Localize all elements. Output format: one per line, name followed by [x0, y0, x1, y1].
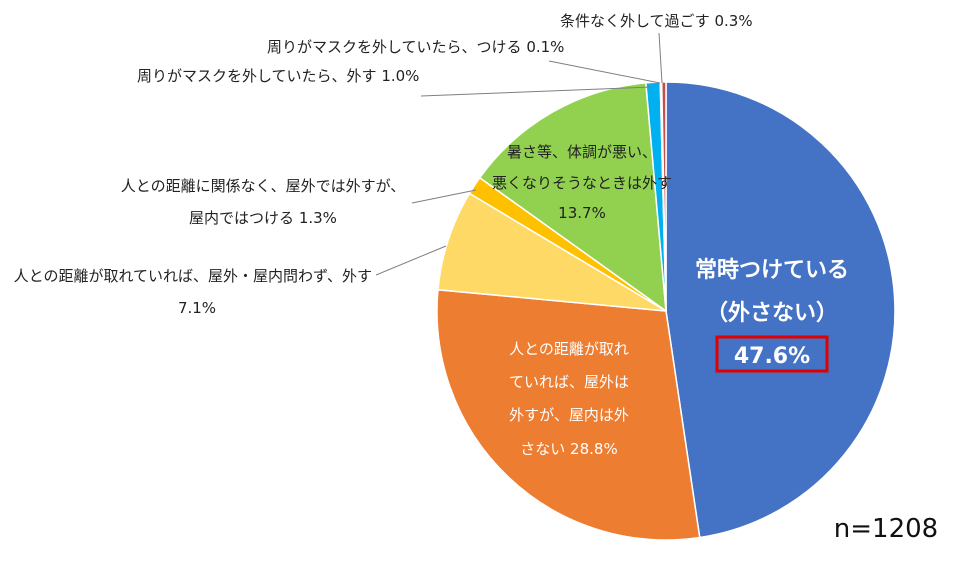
label-always-line-1: 常時つけている [695, 257, 849, 283]
label-others_wear-line-1: 周りがマスクを外していたら、つける 0.1% [267, 38, 564, 56]
label-distance_both-value: 7.1% [178, 299, 216, 317]
leader-others_remove [420, 86, 653, 97]
label-always-line-2: （外さない） [706, 300, 838, 326]
highlight-box [715, 335, 829, 373]
pie-slice-distance_outdoor_only [436, 288, 701, 541]
pie-slice-always [665, 81, 896, 539]
pie-slices [436, 81, 896, 541]
sample-size-note: n=1208 [834, 514, 938, 544]
label-distance_outdoor_only-line-2: ていれば、屋外は [509, 373, 629, 391]
label-others_remove-line-1: 周りがマスクを外していたら、外す 1.0% [137, 67, 419, 85]
leader-outdoor_regardless [411, 189, 477, 204]
label-distance_both-line-1: 人との距離が取れていれば、屋外・屋内問わず、外す [14, 267, 372, 285]
label-heat_health-line-1: 暑さ等、体調が悪い、 [507, 143, 657, 161]
label-heat_health-value: 13.7% [558, 204, 606, 222]
label-always-value: 47.6% [734, 344, 810, 369]
label-distance_outdoor_only-line-3: 外すが、屋内は外 [509, 406, 629, 424]
leader-unconditional [658, 32, 663, 84]
label-distance_outdoor_only-line-1: 人との距離が取れ [509, 340, 629, 358]
label-outdoor_regardless-line-2: 屋内ではつける 1.3% [189, 209, 337, 227]
slice-labels: 常時つけている （外さない） 47.6% 人との距離が取れていれば、屋外は外すが、屋内… [14, 12, 849, 458]
leader-others_wear [548, 60, 661, 84]
label-unconditional-line-1: 条件なく外して過ごす 0.3% [560, 12, 753, 30]
label-outdoor_regardless-line-1: 人との距離に関係なく、屋外では外すが、 [121, 177, 406, 195]
leader-distance_both [375, 245, 447, 276]
leader-lines [375, 32, 663, 276]
pie-slice-heat_health [478, 82, 667, 313]
label-heat_health-line-2: 悪くなりそうなときは外す [492, 174, 672, 192]
pie-slice-distance_both [437, 192, 667, 312]
label-distance_outdoor_only-line-4: さない 28.8% [520, 440, 617, 458]
